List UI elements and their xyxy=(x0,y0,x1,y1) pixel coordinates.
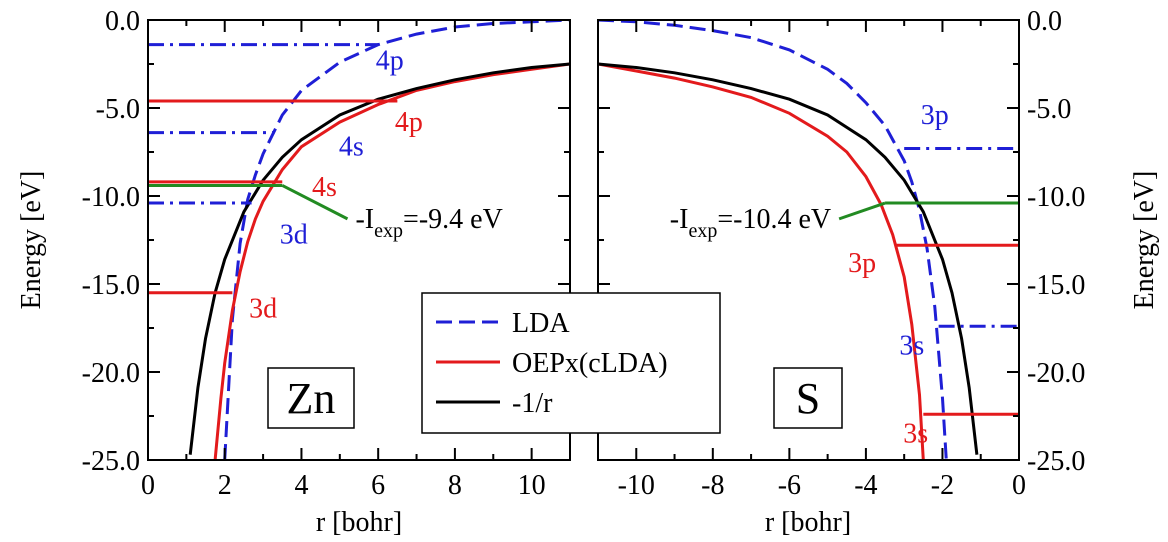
zn-level-label-lda-3d: 3d xyxy=(280,220,308,251)
panel-zn: 0 2 4 6 8 100.0-5.0-10.0-15.0-20.0-25.0 4p4s3… xyxy=(16,6,571,538)
s-plot-area xyxy=(598,20,979,460)
zn-xtick-label: 0 xyxy=(141,470,155,501)
s-iexp-sub: exp xyxy=(688,220,717,242)
s-curve-oepx-clda xyxy=(598,62,925,460)
s-xtick-label: -10 xyxy=(618,470,655,501)
zn-axis-ticks: 0 2 4 6 8 10 0.0 -5.0 -10.0 -15.0 -20.0 -25.0 xyxy=(82,6,571,501)
zn-ytick-label: -20.0 xyxy=(82,358,140,389)
zn-xtick-label: 10 xyxy=(518,470,546,501)
zn-iexp-sub: exp xyxy=(374,220,403,242)
s-xtick-label: 0 xyxy=(1012,470,1026,501)
s-x-axis-label: r [bohr] xyxy=(765,507,851,538)
zn-ytick-label: -25.0 xyxy=(82,446,140,477)
zn-curve-1-r xyxy=(188,62,570,455)
zn-xtick-label: 6 xyxy=(371,470,385,501)
zn-level-label-lda-4p: 4p xyxy=(376,45,404,76)
zn-level-label-oepx-clda-4s: 4s xyxy=(312,172,337,203)
legend-label-inverse-r: -1/r xyxy=(512,388,553,419)
zn-levels xyxy=(148,43,398,295)
right-y-axis-label: Energy [eV] xyxy=(1129,171,1160,310)
s-axis-ticks: -10 -8 -6 -4 -2 0 0.0 -5.0 -10.0 -15.0 -20.0 -25.0 xyxy=(597,6,1085,501)
s-iexp-main: -I xyxy=(670,204,689,235)
s-ytick-label: -20.0 xyxy=(1027,358,1085,389)
s-curve-lda xyxy=(598,20,948,460)
legend-label-lda: LDA xyxy=(512,308,570,339)
s-xtick-label: -8 xyxy=(701,470,724,501)
s-xtick-label: -6 xyxy=(778,470,801,501)
panel-s: -10 -8 -6 -4 -2 00.0-5.0-10.0-15.0-20.0-25.0 … xyxy=(597,6,1160,538)
zn-level-label-lda-4s: 4s xyxy=(339,132,364,163)
s-xtick-label: -2 xyxy=(931,470,954,501)
zn-curve-oepx-clda xyxy=(213,62,570,460)
s-ytick-label: 0.0 xyxy=(1027,6,1062,37)
left-y-axis-label: Energy [eV] xyxy=(16,171,47,310)
zn-plot-area xyxy=(188,20,570,460)
zn-ytick-label: 0.0 xyxy=(105,6,140,37)
s-level-label-lda-3p: 3p xyxy=(921,100,949,131)
zn-xtick-label: 8 xyxy=(448,470,462,501)
zn-iexp-main: -I xyxy=(355,204,374,235)
s-iexp-pointer xyxy=(838,201,886,221)
s-level-label-oepx-clda-3s: 3s xyxy=(903,419,928,450)
zn-x-axis-label: r [bohr] xyxy=(316,507,402,538)
zn-ytick-label: -5.0 xyxy=(96,94,140,125)
s-ytick-label: -10.0 xyxy=(1027,182,1085,213)
s-ytick-label: -5.0 xyxy=(1027,94,1071,125)
zn-iexp-pointer xyxy=(281,184,349,221)
s-element-label: S xyxy=(796,374,820,423)
zn-iexp-value: =-9.4 eV xyxy=(403,204,503,235)
s-levels xyxy=(838,146,1019,416)
s-iexp-label: -Iexp=-10.4 eV xyxy=(670,204,831,242)
zn-level-label-oepx-clda-3d: 3d xyxy=(249,294,277,325)
s-iexp-value: =-10.4 eV xyxy=(717,204,831,235)
s-level-label-oepx-clda-3p: 3p xyxy=(848,248,876,279)
s-xtick-label: -4 xyxy=(854,470,877,501)
s-ytick-label: -25.0 xyxy=(1027,446,1085,477)
s-element-box xyxy=(773,367,843,429)
s-annotations: 3p 3s 3p 3s -Iexp=-10.4 eV S xyxy=(670,100,949,450)
zn-xtick-label: 4 xyxy=(294,470,308,501)
zn-ytick-label: -15.0 xyxy=(82,270,140,301)
zn-iexp-label: -Iexp=-9.4 eV xyxy=(355,204,502,242)
s-level-label-lda-3s: 3s xyxy=(899,331,924,362)
zn-ytick-label: -10.0 xyxy=(82,182,140,213)
s-curve-1-r xyxy=(598,62,979,455)
s-ytick-label: -15.0 xyxy=(1027,270,1085,301)
zn-level-label-oepx-clda-4p: 4p xyxy=(395,107,423,138)
zn-element-box xyxy=(267,367,355,429)
zn-element-label: Zn xyxy=(287,374,336,423)
legend: LDA OEPx(cLDA) -1/r xyxy=(421,292,721,434)
zn-xtick-label: 2 xyxy=(218,470,232,501)
zn-curve-lda xyxy=(223,20,570,460)
legend-label-oepx: OEPx(cLDA) xyxy=(512,348,668,379)
